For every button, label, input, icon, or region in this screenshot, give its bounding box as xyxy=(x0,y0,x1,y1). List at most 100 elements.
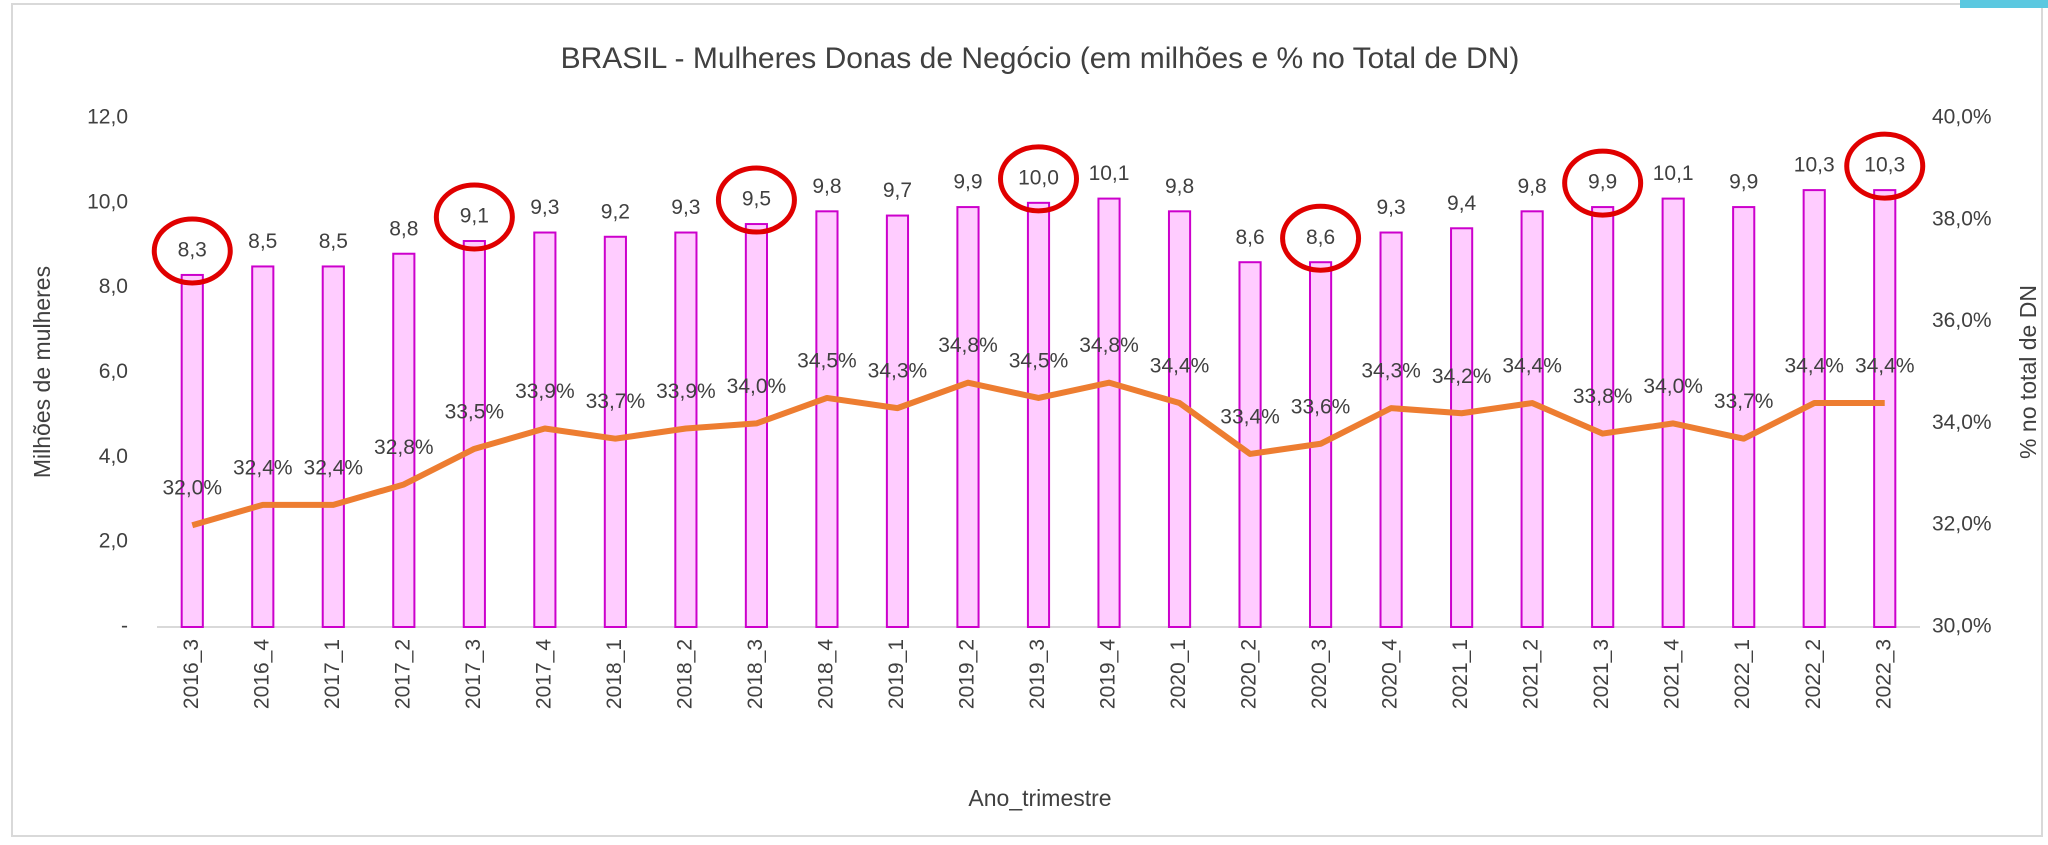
line-value-label: 34,2% xyxy=(1432,365,1492,388)
x-axis-title: Ano_trimestre xyxy=(968,785,1111,811)
line-value-label: 32,0% xyxy=(162,477,222,500)
highlight-circle xyxy=(1562,148,1644,218)
line-value-label: 34,4% xyxy=(1502,355,1562,378)
y2-tick-label: 38,0% xyxy=(1932,207,1992,230)
line-value-label: 33,8% xyxy=(1573,385,1633,408)
bar-value-label: 10,0 xyxy=(1018,166,1059,189)
line-value-label: 34,5% xyxy=(1009,349,1069,372)
bar-value-label: 9,3 xyxy=(671,196,700,219)
bar xyxy=(251,265,275,628)
bar xyxy=(1097,197,1121,628)
x-tick-label: 2020_3 xyxy=(1308,639,1331,709)
corner-accent xyxy=(1960,0,2048,8)
bar-value-label: 8,8 xyxy=(389,217,418,240)
bar-value-label: 9,2 xyxy=(601,200,630,223)
line-value-label: 34,4% xyxy=(1855,355,1915,378)
highlight-circle xyxy=(433,182,515,252)
x-tick-label: 2019_3 xyxy=(1026,639,1049,709)
highlight-circle xyxy=(1280,203,1362,273)
highlight-circle xyxy=(998,144,1079,214)
bar-value-label: 9,4 xyxy=(1447,192,1477,215)
x-tick-label: 2019_2 xyxy=(956,639,979,709)
x-tick-label: 2021_4 xyxy=(1661,639,1684,709)
bar-value-label: 10,3 xyxy=(1864,154,1905,177)
x-tick-label: 2019_1 xyxy=(885,639,908,709)
bar xyxy=(1661,197,1685,628)
y2-tick-label: 34,0% xyxy=(1932,411,1992,434)
bar-value-label: 8,3 xyxy=(178,238,207,261)
line-value-label: 34,5% xyxy=(797,349,857,372)
line-series xyxy=(191,379,1885,529)
bar-value-label: 9,8 xyxy=(812,175,841,198)
x-tick-label: 2017_4 xyxy=(532,639,555,709)
x-tick-label: 2021_1 xyxy=(1449,639,1472,709)
bar-value-label: 9,8 xyxy=(1518,175,1547,198)
x-tick-label: 2022_2 xyxy=(1802,639,1825,709)
bar xyxy=(815,210,839,628)
bar xyxy=(1732,206,1756,628)
highlight-circle xyxy=(1844,131,1926,201)
bar-value-label: 9,3 xyxy=(530,196,559,219)
line-value-label: 34,0% xyxy=(1643,375,1703,398)
x-tick-label: 2018_1 xyxy=(603,639,626,709)
y2-tick-label: 32,0% xyxy=(1932,513,1992,536)
chart-frame xyxy=(11,3,2043,837)
x-tick-label: 2022_1 xyxy=(1731,639,1754,709)
x-tick-label: 2020_4 xyxy=(1379,639,1402,709)
line-value-label: 32,4% xyxy=(233,456,293,479)
bar-value-label: 9,9 xyxy=(953,171,982,194)
line-value-label: 33,4% xyxy=(1220,405,1280,428)
line-value-label: 33,9% xyxy=(656,380,716,403)
bar xyxy=(1379,231,1403,628)
bar xyxy=(1591,206,1615,628)
y-tick-label: 8,0 xyxy=(99,275,128,298)
line-value-label: 34,8% xyxy=(1079,334,1139,357)
y2-axis-title: % no total de DN xyxy=(2015,285,2041,459)
x-tick-label: 2016_4 xyxy=(250,639,273,709)
line-value-label: 33,7% xyxy=(1714,390,1774,413)
highlight-circle xyxy=(151,216,233,286)
line-value-label: 34,3% xyxy=(1361,360,1421,383)
line-value-label: 33,9% xyxy=(515,380,575,403)
bar xyxy=(1873,189,1897,628)
bar-value-label: 9,7 xyxy=(883,179,912,202)
y2-tick-label: 40,0% xyxy=(1932,106,1992,129)
bar-value-label: 10,1 xyxy=(1089,162,1130,185)
bar xyxy=(1238,261,1262,628)
x-tick-label: 2017_1 xyxy=(321,639,344,709)
bar-value-label: 8,5 xyxy=(319,230,348,253)
x-tick-label: 2021_3 xyxy=(1590,639,1613,709)
bar xyxy=(1520,210,1544,628)
line-value-label: 32,8% xyxy=(374,436,434,459)
bar xyxy=(1026,201,1051,628)
y-tick-label: 4,0 xyxy=(99,445,128,468)
y-tick-label: 6,0 xyxy=(99,360,128,383)
line-value-label: 33,5% xyxy=(445,400,505,423)
line-value-label: 34,3% xyxy=(868,360,928,383)
y-tick-label: 2,0 xyxy=(99,530,128,553)
bar xyxy=(392,252,416,628)
x-tick-label: 2020_1 xyxy=(1167,639,1190,709)
bar-value-label: 9,3 xyxy=(1376,196,1405,219)
bar-value-label: 8,6 xyxy=(1235,226,1264,249)
bar xyxy=(885,214,910,629)
chart-title: BRASIL - Mulheres Donas de Negócio (em m… xyxy=(561,42,1520,75)
bar-value-label: 9,9 xyxy=(1588,171,1617,194)
bar xyxy=(180,273,204,628)
x-tick-label: 2017_2 xyxy=(391,639,414,709)
line-value-label: 33,6% xyxy=(1291,395,1351,418)
x-tick-label: 2018_4 xyxy=(814,639,837,709)
highlight-circle xyxy=(715,165,797,235)
y-axis-title: Milhões de mulheres xyxy=(29,266,55,478)
line-value-label: 32,4% xyxy=(304,456,364,479)
bar xyxy=(1167,210,1192,628)
line-value-label: 34,4% xyxy=(1784,355,1844,378)
y-tick-label: 12,0 xyxy=(87,106,128,129)
bar-value-label: 9,9 xyxy=(1729,171,1758,194)
x-tick-label: 2016_3 xyxy=(180,639,203,709)
y2-tick-label: 30,0% xyxy=(1932,615,1992,638)
bar xyxy=(321,265,345,628)
x-tick-label: 2022_3 xyxy=(1872,639,1895,709)
bar-value-label: 9,1 xyxy=(460,205,489,228)
bar-value-label: 10,3 xyxy=(1794,154,1835,177)
